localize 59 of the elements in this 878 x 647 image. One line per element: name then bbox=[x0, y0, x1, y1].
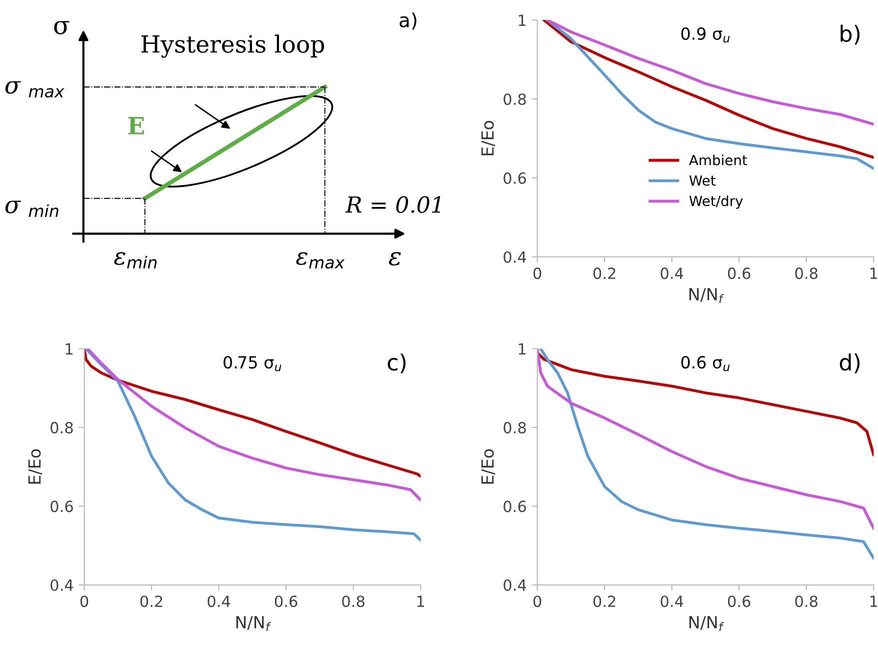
line-series bbox=[86, 348, 421, 502]
x-tick-label: 0.2 bbox=[140, 596, 162, 608]
line-series bbox=[546, 20, 874, 126]
y-axis-title: E/Eo bbox=[481, 120, 496, 156]
x-tick-label: 0.4 bbox=[660, 268, 684, 280]
legend-label: Ambient bbox=[689, 154, 748, 166]
y-axis-title: E/Eo bbox=[481, 449, 496, 484]
x-tick-label: 0.2 bbox=[593, 596, 616, 608]
x-tick-label: 0 bbox=[533, 268, 542, 280]
x-tick-label: 0.8 bbox=[342, 596, 364, 608]
text: a) bbox=[400, 12, 416, 30]
legend-label: Wet bbox=[689, 175, 716, 186]
y-tick-label: 1 bbox=[66, 343, 72, 355]
annotation: d) bbox=[840, 353, 860, 374]
line-series bbox=[537, 351, 874, 456]
x-tick-label: 1 bbox=[870, 596, 878, 607]
y-tick-label: 0.8 bbox=[504, 422, 526, 434]
text: ε$_{max}$ bbox=[296, 252, 345, 269]
annotation: c) bbox=[388, 353, 406, 374]
x-tick-label: 0.8 bbox=[795, 268, 818, 280]
y-tick-label: 0.8 bbox=[50, 422, 73, 434]
y-tick-label: 1 bbox=[518, 14, 526, 26]
text: σ $_{max}$ bbox=[5, 81, 64, 98]
x-tick-label: 1 bbox=[417, 596, 424, 607]
x-axis-title: N/N$_{f}$ bbox=[689, 288, 724, 303]
x-tick-label: 0.6 bbox=[274, 596, 298, 608]
x-tick-label: 0.8 bbox=[795, 596, 818, 608]
line-series bbox=[84, 348, 421, 478]
y-axis-title: E/Eo bbox=[28, 449, 42, 484]
x-axis-title: N/N$_{f}$ bbox=[236, 616, 272, 632]
annotation: 0.9 σ$_{u}$ bbox=[681, 27, 730, 43]
y-tick-label: 0.8 bbox=[504, 93, 526, 106]
x-tick-label: 0.4 bbox=[660, 596, 684, 608]
y-tick-label: 1 bbox=[518, 343, 526, 355]
x-tick-label: 0 bbox=[80, 596, 88, 608]
y-tick-label: 0.6 bbox=[504, 500, 526, 512]
annotation: 0.6 σ$_{u}$ bbox=[681, 356, 730, 372]
text: ε$_{min}$ bbox=[114, 252, 157, 268]
legend-label: Wet/dry bbox=[689, 195, 743, 209]
text: Hysteresis loop bbox=[141, 34, 324, 58]
x-axis-title: N/N$_{f}$ bbox=[689, 616, 724, 632]
y-tick-label: 0.6 bbox=[504, 172, 526, 184]
text: R = 0.01 bbox=[345, 196, 440, 213]
text: σ $_{min}$ bbox=[5, 200, 58, 217]
annotation: b) bbox=[840, 24, 860, 45]
text: ε bbox=[388, 252, 401, 266]
x-tick-label: 0 bbox=[533, 596, 542, 608]
x-tick-label: 0.6 bbox=[728, 268, 750, 280]
x-tick-label: 0.6 bbox=[728, 596, 750, 608]
y-tick-label: 0.4 bbox=[504, 579, 526, 591]
annotation: 0.75 σ$_{u}$ bbox=[224, 356, 282, 372]
text: σ bbox=[54, 21, 70, 34]
y-tick-label: 0.4 bbox=[504, 251, 526, 263]
y-tick-label: 0.4 bbox=[50, 579, 74, 591]
text: E bbox=[128, 117, 144, 134]
x-tick-label: 0.2 bbox=[593, 268, 616, 280]
y-tick-label: 0.6 bbox=[50, 500, 73, 512]
x-tick-label: 0.4 bbox=[208, 596, 230, 608]
x-tick-label: 1 bbox=[870, 268, 878, 279]
